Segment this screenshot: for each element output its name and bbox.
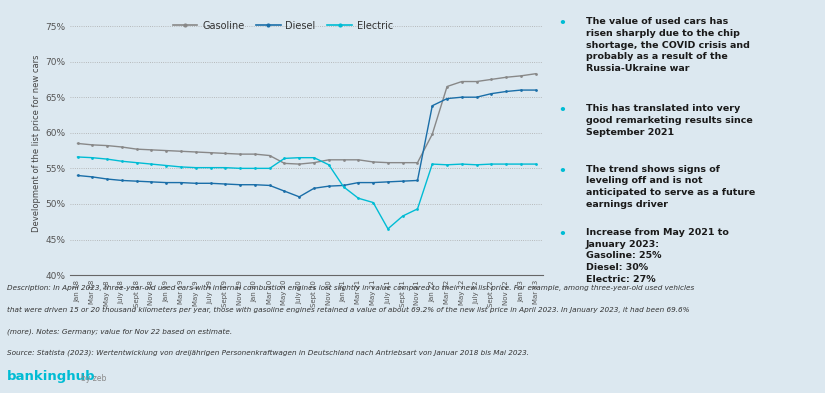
Text: bankinghub: bankinghub <box>7 370 95 383</box>
Legend: Gasoline, Diesel, Electric: Gasoline, Diesel, Electric <box>169 17 397 35</box>
Y-axis label: Development of the list price for new cars: Development of the list price for new ca… <box>32 55 41 232</box>
Text: •: • <box>559 165 567 178</box>
Text: •: • <box>559 104 567 117</box>
Text: The trend shows signs of
leveling off and is not
anticipated to serve as a futur: The trend shows signs of leveling off an… <box>586 165 755 209</box>
Text: Increase from May 2021 to
January 2023:
Gasoline: 25%
Diesel: 30%
Electric: 27%: Increase from May 2021 to January 2023: … <box>586 228 728 284</box>
Text: (more). Notes: Germany; value for Nov 22 based on estimate.: (more). Notes: Germany; value for Nov 22… <box>7 328 232 335</box>
Text: •: • <box>559 228 567 241</box>
Text: •: • <box>559 17 567 30</box>
Text: by zeb: by zeb <box>81 374 106 383</box>
Text: Description: In April 2023, three-year-old used cars with internal combustion en: Description: In April 2023, three-year-o… <box>7 285 694 291</box>
Text: that were driven 15 or 20 thousand kilometers per year, those with gasoline engi: that were driven 15 or 20 thousand kilom… <box>7 307 689 313</box>
Text: Source: Statista (2023): Wertentwicklung von dreijährigen Personenkraftwagen in : Source: Statista (2023): Wertentwicklung… <box>7 350 529 356</box>
Text: This has translated into very
good remarketing results since
September 2021: This has translated into very good remar… <box>586 104 752 136</box>
Text: The value of used cars has
risen sharply due to the chip
shortage, the COVID cri: The value of used cars has risen sharply… <box>586 17 750 73</box>
